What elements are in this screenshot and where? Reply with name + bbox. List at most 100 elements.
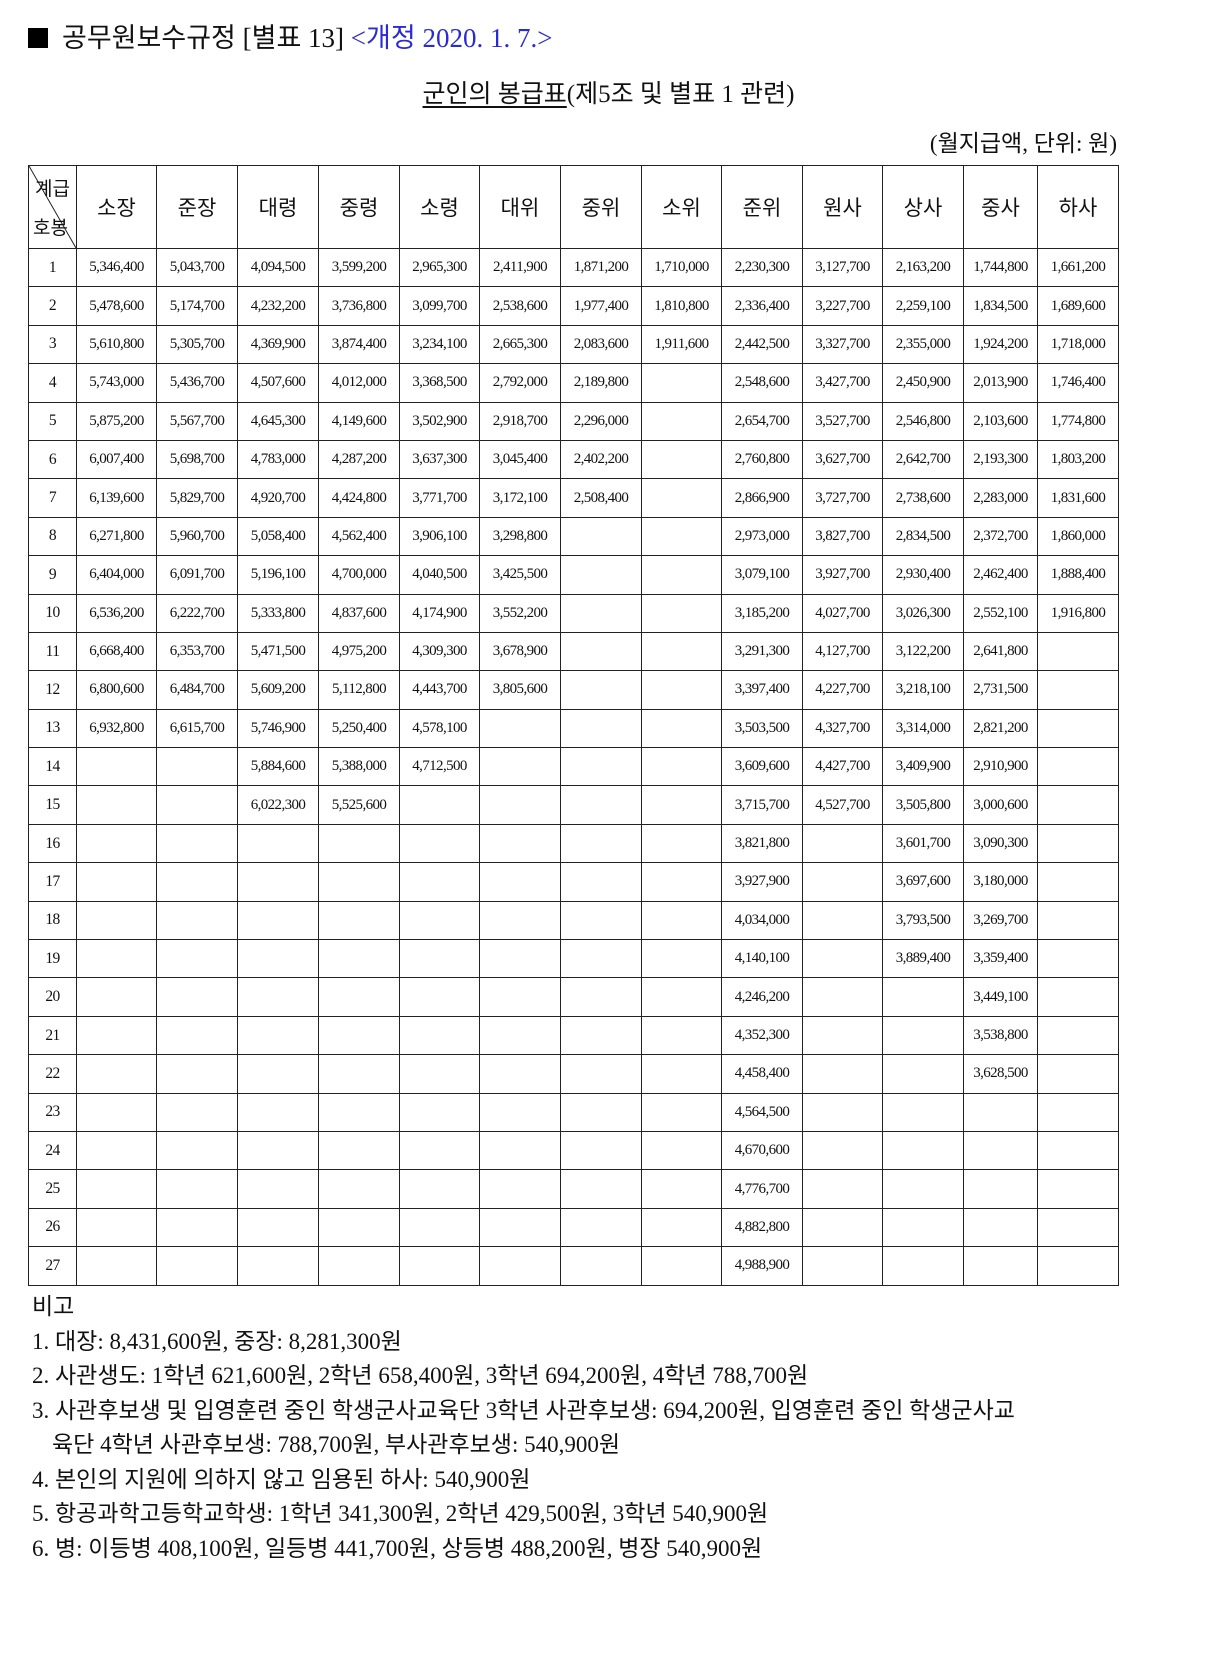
salary-cell bbox=[399, 1246, 480, 1286]
salary-cell: 3,889,400 bbox=[882, 939, 964, 979]
salary-cell: 4,527,700 bbox=[802, 785, 883, 825]
salary-cell: 3,227,700 bbox=[802, 286, 883, 326]
salary-cell: 3,505,800 bbox=[882, 785, 964, 825]
salary-cell bbox=[560, 631, 642, 672]
salary-cell: 6,536,200 bbox=[76, 593, 157, 633]
step-number: 23 bbox=[28, 1092, 77, 1132]
salary-cell bbox=[963, 1169, 1038, 1209]
salary-cell bbox=[156, 1169, 238, 1209]
salary-cell bbox=[641, 977, 722, 1017]
table-row: 22 4,458,400 3,628,500 bbox=[28, 1054, 1119, 1094]
column-header: 준장 bbox=[156, 165, 238, 249]
salary-cell bbox=[156, 785, 238, 825]
column-header: 중위 bbox=[560, 165, 642, 249]
salary-cell: 1,871,200 bbox=[560, 247, 642, 288]
salary-cell: 3,793,500 bbox=[882, 900, 964, 941]
table-row: 7 6,139,600 5,829,700 4,920,700 4,424,800 3,7… bbox=[28, 478, 1119, 518]
step-number: 25 bbox=[28, 1169, 77, 1209]
step-number: 26 bbox=[28, 1207, 77, 1248]
table-row: 18 4,034,000 3,793,500 3,269,700 bbox=[28, 900, 1119, 941]
salary-cell: 3,927,900 bbox=[721, 862, 803, 902]
salary-cell: 2,462,400 bbox=[963, 555, 1038, 595]
salary-cell bbox=[641, 478, 722, 518]
salary-cell bbox=[560, 1054, 642, 1094]
step-number: 16 bbox=[28, 823, 77, 864]
salary-cell bbox=[399, 1015, 480, 1056]
table-row: 19 4,140,100 3,889,400 3,359,400 bbox=[28, 939, 1119, 979]
salary-cell: 4,837,600 bbox=[318, 593, 400, 633]
salary-cell bbox=[641, 670, 722, 710]
salary-cell bbox=[479, 1207, 561, 1248]
salary-cell: 2,548,600 bbox=[721, 363, 803, 403]
salary-cell: 4,882,800 bbox=[721, 1207, 803, 1248]
salary-cell bbox=[76, 1130, 157, 1171]
salary-cell bbox=[802, 1015, 883, 1056]
step-number: 11 bbox=[28, 631, 77, 672]
salary-cell bbox=[76, 900, 157, 941]
salary-cell bbox=[479, 939, 561, 979]
salary-cell: 4,975,200 bbox=[318, 631, 400, 672]
table-row: 16 3,821,800 3,601,700 3,090,300 bbox=[28, 823, 1119, 864]
salary-cell: 2,230,300 bbox=[721, 247, 803, 288]
salary-cell bbox=[802, 1130, 883, 1171]
step-number: 4 bbox=[28, 363, 77, 403]
salary-cell bbox=[318, 939, 400, 979]
step-number: 19 bbox=[28, 939, 77, 979]
step-number: 10 bbox=[28, 593, 77, 633]
salary-cell: 4,776,700 bbox=[721, 1169, 803, 1209]
remarks: 비고 1. 대장: 8,431,600원, 중장: 8,281,300원 2. … bbox=[32, 1290, 1015, 1566]
salary-cell bbox=[560, 593, 642, 633]
salary-cell: 6,022,300 bbox=[237, 785, 319, 825]
salary-cell bbox=[560, 823, 642, 864]
salary-cell: 3,026,300 bbox=[882, 593, 964, 633]
salary-cell bbox=[237, 1246, 319, 1286]
table-row: 4 5,743,000 5,436,700 4,507,600 4,012,000 3,3… bbox=[28, 363, 1119, 403]
salary-cell bbox=[318, 1169, 400, 1209]
salary-cell: 3,627,700 bbox=[802, 439, 883, 480]
salary-cell: 3,079,100 bbox=[721, 555, 803, 595]
salary-cell bbox=[641, 401, 722, 441]
table-row: 12 6,800,600 6,484,700 5,609,200 5,112,800 4,… bbox=[28, 670, 1119, 710]
salary-cell: 2,642,700 bbox=[882, 439, 964, 480]
salary-cell bbox=[1037, 900, 1119, 941]
table-row: 24 4,670,600 bbox=[28, 1130, 1119, 1171]
salary-cell bbox=[1037, 939, 1119, 979]
salary-cell: 4,127,700 bbox=[802, 631, 883, 672]
salary-cell bbox=[399, 977, 480, 1017]
salary-cell bbox=[882, 1054, 964, 1094]
salary-cell bbox=[156, 862, 238, 902]
unit-note: (월지급액, 단위: 원) bbox=[929, 131, 1117, 156]
salary-cell: 5,388,000 bbox=[318, 747, 400, 787]
salary-cell: 5,346,400 bbox=[76, 247, 157, 288]
salary-cell bbox=[76, 1246, 157, 1286]
remark-item-continued: 육단 4학년 사관후보생: 788,700원, 부사관후보생: 540,900원 bbox=[52, 1432, 621, 1457]
salary-cell: 5,478,600 bbox=[76, 286, 157, 326]
salary-cell bbox=[156, 1054, 238, 1094]
salary-cell bbox=[560, 555, 642, 595]
salary-cell bbox=[802, 939, 883, 979]
salary-cell: 3,180,000 bbox=[963, 862, 1038, 902]
salary-cell bbox=[802, 823, 883, 864]
salary-cell bbox=[399, 1054, 480, 1094]
salary-cell: 2,336,400 bbox=[721, 286, 803, 326]
salary-cell: 4,645,300 bbox=[237, 401, 319, 441]
salary-cell: 2,731,500 bbox=[963, 670, 1038, 710]
salary-cell: 3,291,300 bbox=[721, 631, 803, 672]
column-header: 대령 bbox=[237, 165, 319, 249]
salary-cell bbox=[399, 1130, 480, 1171]
salary-cell bbox=[479, 1054, 561, 1094]
salary-cell bbox=[1037, 1054, 1119, 1094]
salary-cell bbox=[237, 1054, 319, 1094]
salary-cell: 4,988,900 bbox=[721, 1246, 803, 1286]
salary-cell bbox=[156, 1130, 238, 1171]
salary-cell bbox=[318, 1207, 400, 1248]
salary-cell: 3,552,200 bbox=[479, 593, 561, 633]
salary-cell bbox=[156, 1246, 238, 1286]
remark-item: 2. 사관생도: 1학년 621,600원, 2학년 658,400원, 3학년… bbox=[32, 1363, 809, 1388]
salary-cell: 2,189,800 bbox=[560, 363, 642, 403]
salary-cell bbox=[1037, 1169, 1119, 1209]
step-number: 17 bbox=[28, 862, 77, 902]
salary-cell bbox=[318, 1092, 400, 1132]
salary-cell: 4,034,000 bbox=[721, 900, 803, 941]
salary-cell bbox=[560, 1130, 642, 1171]
